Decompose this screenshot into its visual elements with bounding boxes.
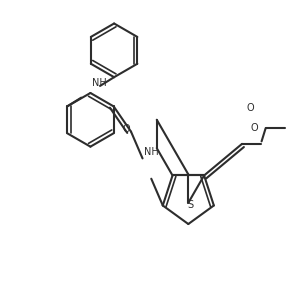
Text: O: O [247,103,254,113]
Text: NH: NH [92,78,107,88]
Text: NH: NH [144,147,159,157]
Text: S: S [187,199,193,210]
Text: O: O [123,124,130,133]
Text: O: O [251,123,259,133]
